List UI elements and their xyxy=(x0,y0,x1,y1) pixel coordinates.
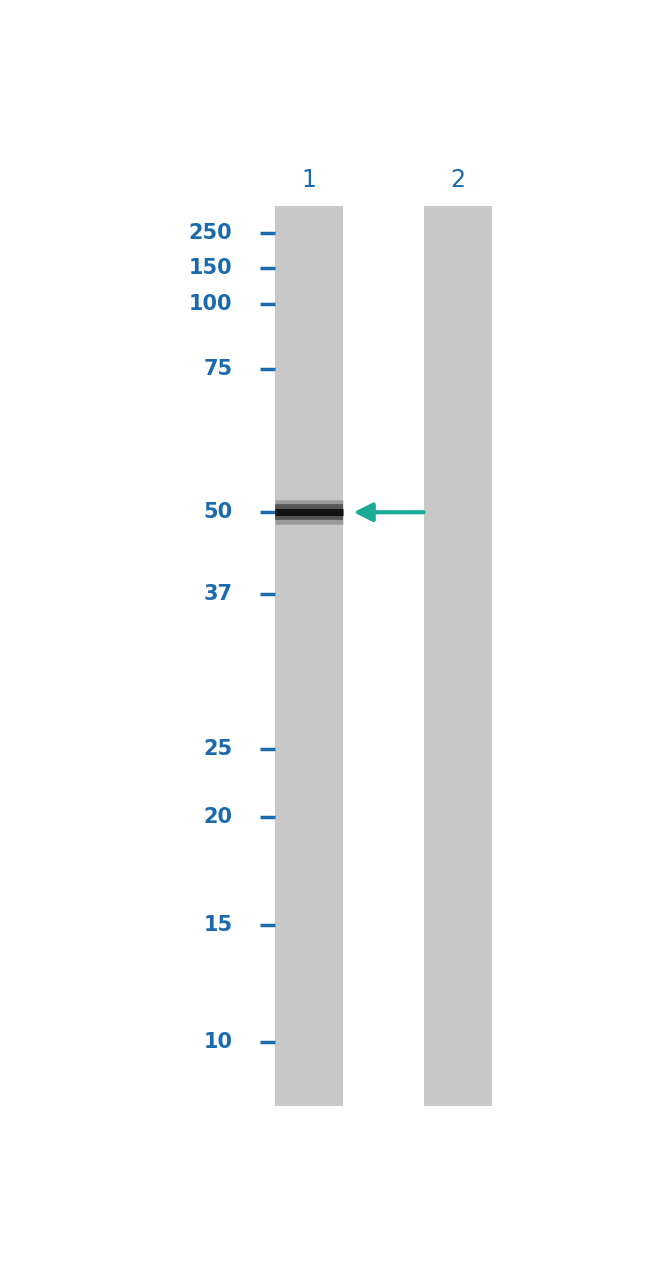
Bar xyxy=(424,206,492,1106)
Text: 150: 150 xyxy=(188,258,233,278)
Text: 100: 100 xyxy=(189,293,233,314)
Text: 10: 10 xyxy=(203,1033,233,1053)
Text: 20: 20 xyxy=(203,808,233,827)
Text: 2: 2 xyxy=(450,168,465,192)
Text: 75: 75 xyxy=(203,359,233,380)
Text: 37: 37 xyxy=(203,584,233,605)
Bar xyxy=(275,206,343,1106)
Text: 25: 25 xyxy=(203,739,233,759)
Text: 15: 15 xyxy=(203,914,233,935)
Text: 250: 250 xyxy=(188,222,233,243)
Text: 50: 50 xyxy=(203,502,233,522)
Text: 1: 1 xyxy=(302,168,317,192)
